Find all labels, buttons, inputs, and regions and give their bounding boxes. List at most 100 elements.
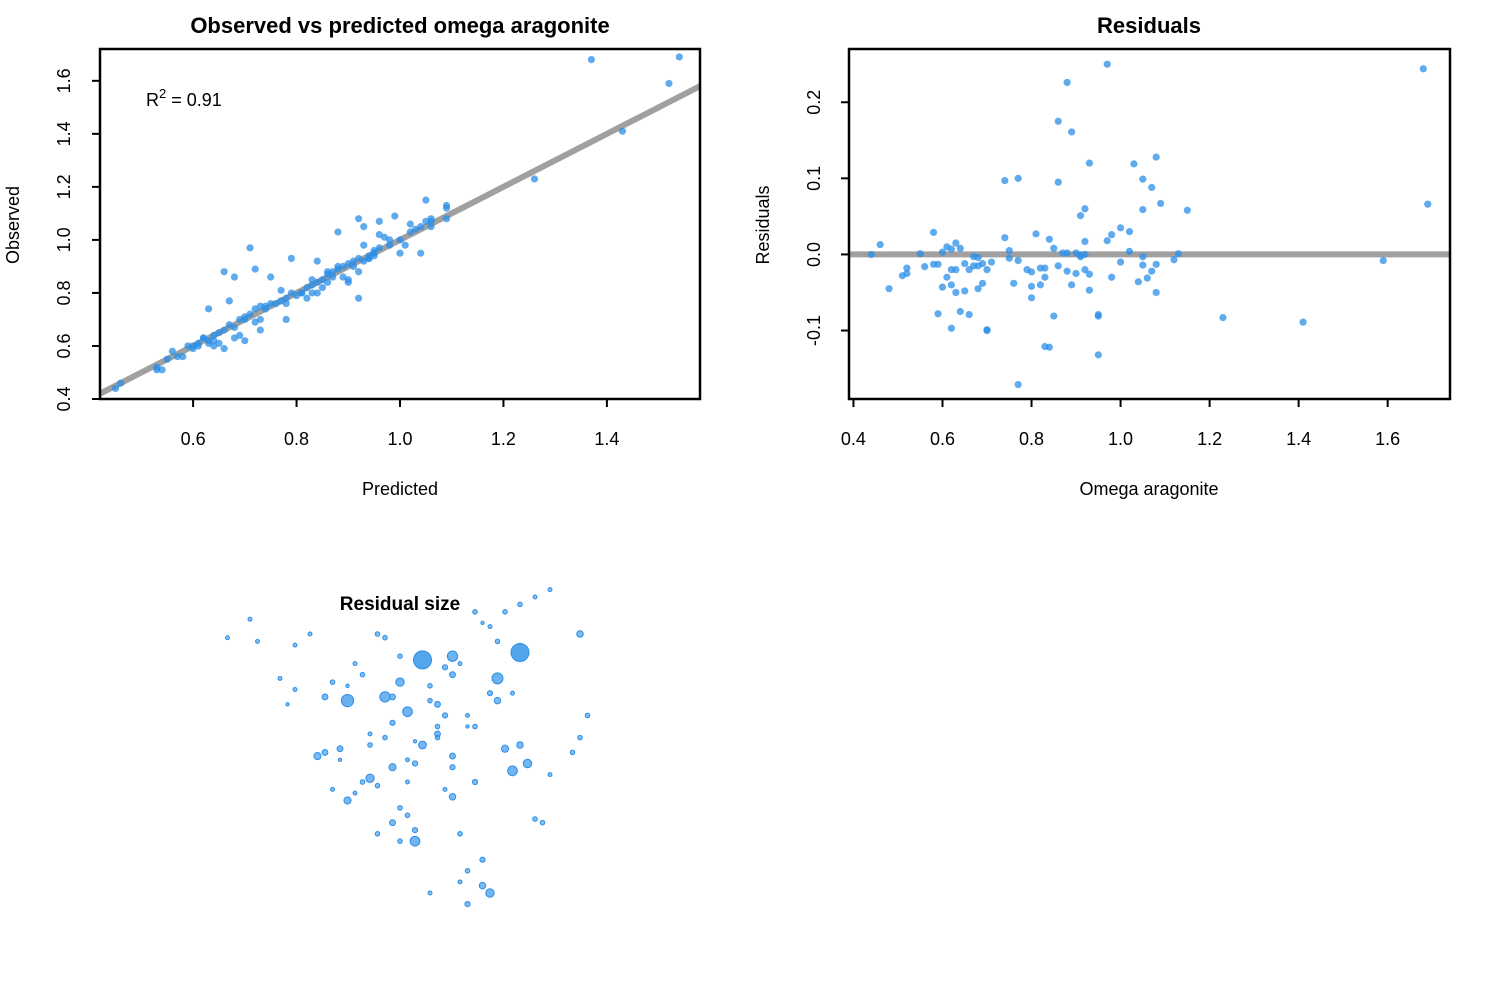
data-point xyxy=(282,315,290,324)
residual-point xyxy=(1125,228,1134,236)
residual-point xyxy=(1072,269,1080,278)
residual-bubble xyxy=(487,624,493,630)
data-point xyxy=(205,305,213,313)
panel1-y-label: Observed xyxy=(3,186,23,264)
data-point xyxy=(396,249,404,257)
residual-bubble xyxy=(352,661,358,667)
residual-bubble xyxy=(352,790,358,796)
panel3-title: Residual size xyxy=(340,594,460,615)
data-point xyxy=(401,241,409,249)
residual-bubble xyxy=(576,630,584,638)
residual-point xyxy=(1219,313,1227,322)
residual-point xyxy=(1183,206,1191,214)
residual-bubble xyxy=(359,779,366,785)
y-tick-label: 0.6 xyxy=(54,333,74,358)
data-point xyxy=(391,212,399,220)
residual-bubble xyxy=(359,671,366,678)
data-point xyxy=(179,352,187,361)
residual-point xyxy=(1027,282,1036,290)
residual-bubble xyxy=(397,838,403,844)
data-point xyxy=(158,366,166,374)
residual-bubble xyxy=(493,696,502,705)
residual-point xyxy=(947,245,955,253)
residual-point xyxy=(1094,351,1102,359)
residual-bubble xyxy=(446,650,459,662)
residual-bubble xyxy=(457,831,463,837)
residual-bubble xyxy=(382,634,388,641)
residual-point xyxy=(1067,281,1076,289)
data-point xyxy=(308,276,316,284)
residual-point xyxy=(974,253,982,262)
residual-bubble xyxy=(434,700,441,708)
residual-bubble xyxy=(441,664,449,671)
residual-bubble xyxy=(479,856,486,863)
data-point xyxy=(272,299,280,308)
residual-point xyxy=(1094,312,1102,320)
residual-bubble xyxy=(413,650,432,670)
residual-point xyxy=(938,248,947,256)
residual-bubble xyxy=(412,739,418,744)
data-point xyxy=(313,289,321,297)
x-tick-label: 1.2 xyxy=(1197,429,1222,449)
data-point xyxy=(427,217,435,225)
data-point xyxy=(334,228,342,236)
residual-bubble xyxy=(486,690,494,697)
data-point xyxy=(386,236,394,244)
residual-point xyxy=(1085,286,1093,294)
data-point xyxy=(298,289,306,297)
y-tick-label: 1.6 xyxy=(54,68,74,93)
residual-point xyxy=(947,281,955,289)
residual-point xyxy=(952,288,960,297)
residual-point xyxy=(1041,273,1049,281)
residual-point xyxy=(1005,247,1013,255)
data-point xyxy=(205,339,213,347)
residual-point xyxy=(921,263,929,271)
residual-bubble xyxy=(532,594,538,600)
r-squared-sup: 2 xyxy=(159,86,166,101)
data-point xyxy=(173,352,182,361)
residual-bubble xyxy=(457,879,463,885)
residual-point xyxy=(903,264,911,272)
data-point xyxy=(323,268,332,276)
data-point xyxy=(111,384,120,392)
panel1-x-axis: 0.6 0.8 1.0 1.2 1.4 xyxy=(181,399,619,449)
residual-point xyxy=(1174,250,1183,258)
residual-bubble xyxy=(448,793,457,801)
residual-point xyxy=(1005,254,1013,262)
data-point xyxy=(442,204,451,212)
residual-point xyxy=(1054,262,1062,270)
residual-bubble xyxy=(547,772,553,778)
residual-bubble xyxy=(402,706,413,718)
x-tick-label: 0.8 xyxy=(284,429,309,449)
residual-point xyxy=(1130,160,1138,168)
residual-point xyxy=(1108,231,1116,239)
residual-bubble xyxy=(584,712,591,719)
data-point xyxy=(355,215,363,223)
panel2-y-label: Residuals xyxy=(753,185,773,264)
residual-point xyxy=(1299,318,1307,326)
y-tick-label: 0.4 xyxy=(54,386,74,411)
residual-bubble xyxy=(367,731,373,737)
residual-point xyxy=(1085,270,1093,278)
y-tick-label: 0.8 xyxy=(54,280,74,305)
residual-bubble xyxy=(500,744,510,753)
residual-point xyxy=(1027,294,1036,302)
residual-point xyxy=(1032,230,1040,238)
residual-bubble xyxy=(569,749,576,756)
residual-point xyxy=(1063,249,1071,257)
data-point xyxy=(220,268,228,276)
residual-point xyxy=(952,266,960,274)
data-point xyxy=(318,284,327,292)
residual-bubble xyxy=(367,742,373,748)
residual-bubble xyxy=(516,741,524,749)
residual-bubble xyxy=(464,901,471,908)
residual-bubble xyxy=(539,819,546,826)
panel2-x-label: Omega aragonite xyxy=(1079,479,1218,499)
residual-point xyxy=(1152,288,1160,297)
data-point xyxy=(313,257,321,265)
residual-bubble xyxy=(374,631,381,637)
residual-bubble xyxy=(397,653,403,659)
y-tick-label: 1.2 xyxy=(54,174,74,199)
residual-bubble xyxy=(427,683,433,689)
data-point xyxy=(329,273,337,281)
